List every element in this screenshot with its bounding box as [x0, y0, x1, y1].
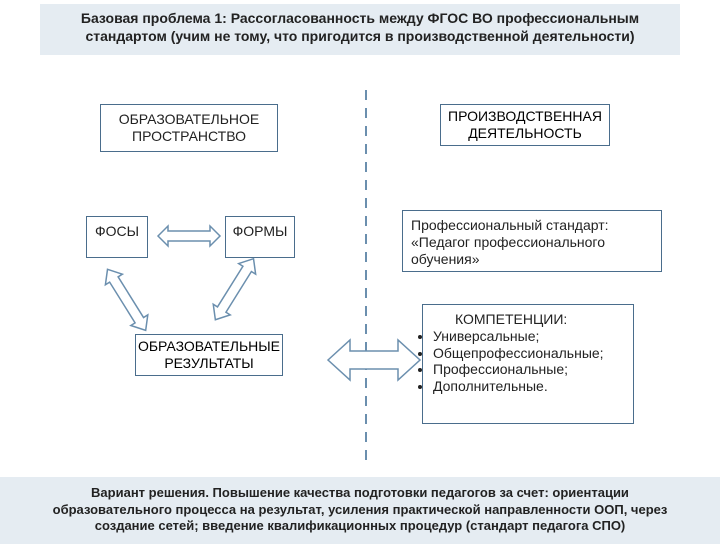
box-results: ОБРАЗОВАТЕЛЬНЫЕ РЕЗУЛЬТАТЫ	[135, 338, 283, 372]
competency-item: Общепрофессиональные;	[433, 345, 623, 362]
box-prof-std-label: Профессиональный стандарт: «Педагог проф…	[411, 217, 609, 267]
competency-item: Дополнительные.	[433, 378, 623, 395]
arrow-forms-results	[207, 253, 262, 325]
arrow-fos-forms	[158, 226, 220, 246]
connectors	[0, 4, 720, 544]
box-edu-space-label: ОБРАЗОВАТЕЛЬНОЕ ПРОСТРАНСТВО	[119, 111, 260, 144]
title-band: Базовая проблема 1: Рассогласованность м…	[40, 4, 680, 55]
box-competencies: КОМПЕТЕНЦИИ: Универсальные; Общепрофесси…	[422, 304, 634, 424]
footer-band: Вариант решения. Повышение качества подг…	[0, 477, 720, 544]
box-edu-space: ОБРАЗОВАТЕЛЬНОЕ ПРОСТРАНСТВО	[100, 104, 278, 152]
competencies-title: КОМПЕТЕНЦИИ:	[433, 311, 623, 328]
arrow-fos-results	[99, 264, 154, 336]
box-results-label: ОБРАЗОВАТЕЛЬНЫЕ РЕЗУЛЬТАТЫ	[138, 338, 280, 371]
box-fos-label: ФОСЫ	[95, 223, 139, 239]
competencies-list: Универсальные; Общепрофессиональные; Про…	[433, 328, 623, 395]
box-prod-activity: ПРОИЗВОДСТВЕННАЯ ДЕЯТЕЛЬНОСТЬ	[440, 108, 610, 170]
arrow-results-competencies	[328, 340, 420, 380]
competency-item: Универсальные;	[433, 328, 623, 345]
box-prof-std: Профессиональный стандарт: «Педагог проф…	[402, 210, 662, 272]
box-forms-label: ФОРМЫ	[233, 223, 288, 239]
competency-item: Профессиональные;	[433, 361, 623, 378]
box-prod-activity-label: ПРОИЗВОДСТВЕННАЯ ДЕЯТЕЛЬНОСТЬ	[448, 108, 602, 141]
box-forms: ФОРМЫ	[225, 216, 295, 258]
box-fos: ФОСЫ	[86, 216, 148, 258]
